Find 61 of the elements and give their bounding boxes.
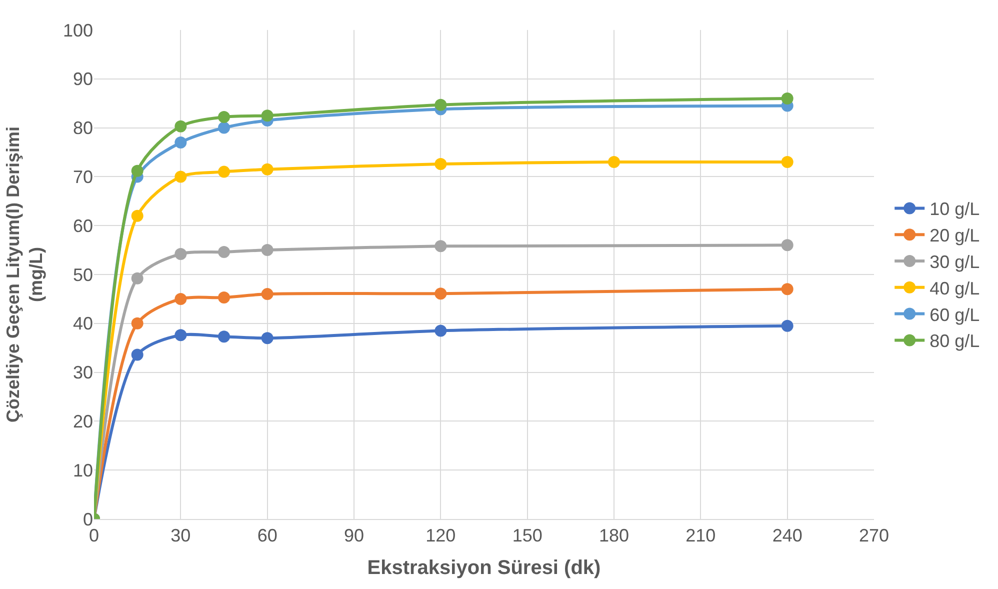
point bbox=[781, 320, 794, 332]
legend-label: 60 g/L bbox=[930, 304, 980, 325]
point bbox=[261, 244, 274, 256]
point bbox=[131, 348, 144, 361]
y-axis-title: Çözeltiye Geçen Lityum(I) Derişimi (mg/L) bbox=[2, 126, 46, 423]
x-tick-label: 240 bbox=[772, 526, 802, 546]
point bbox=[174, 170, 187, 183]
point bbox=[174, 248, 187, 260]
point bbox=[608, 156, 620, 168]
y-tick-label: 70 bbox=[72, 167, 93, 187]
x-axis-title: Ekstraksiyon Süresi (dk) bbox=[367, 557, 601, 580]
point bbox=[261, 332, 274, 344]
point bbox=[434, 98, 447, 111]
y-tick-label: 0 bbox=[82, 509, 93, 530]
x-tick-label: 180 bbox=[598, 526, 630, 546]
point bbox=[434, 240, 447, 252]
legend-label: 20 g/L bbox=[930, 226, 980, 246]
y-tick-label: 20 bbox=[72, 412, 93, 432]
point bbox=[131, 317, 144, 330]
point bbox=[131, 164, 144, 177]
x-tick-label: 30 bbox=[170, 526, 191, 546]
point bbox=[218, 330, 230, 343]
y-tick-label: 10 bbox=[72, 460, 93, 480]
point bbox=[781, 239, 794, 252]
point bbox=[781, 156, 794, 168]
legend-label: 80 g/L bbox=[930, 331, 980, 352]
point bbox=[781, 92, 794, 104]
point bbox=[174, 329, 187, 342]
y-tick-label: 30 bbox=[72, 362, 93, 383]
y-tick-label: 90 bbox=[72, 69, 93, 90]
x-tick-label: 270 bbox=[858, 526, 890, 546]
point bbox=[131, 210, 144, 222]
y-tick-label: 80 bbox=[72, 118, 93, 138]
point bbox=[174, 292, 187, 305]
point bbox=[434, 324, 447, 337]
legend-label: 40 g/L bbox=[930, 278, 980, 298]
point bbox=[218, 122, 230, 134]
x-tick-label: 60 bbox=[257, 526, 278, 546]
point bbox=[261, 110, 274, 122]
point bbox=[218, 166, 230, 178]
point bbox=[434, 158, 447, 170]
y-tick-label: 100 bbox=[62, 20, 93, 40]
point bbox=[781, 283, 794, 296]
x-tick-label: 150 bbox=[512, 526, 542, 546]
point bbox=[218, 291, 230, 304]
x-tick-label: 120 bbox=[426, 526, 456, 546]
point bbox=[434, 288, 447, 300]
point bbox=[218, 246, 230, 258]
x-tick-label: 210 bbox=[686, 526, 716, 546]
y-tick-label: 50 bbox=[72, 264, 93, 285]
legend-label: 30 g/L bbox=[930, 252, 980, 272]
point bbox=[218, 111, 230, 124]
legend-label: 10 g/L bbox=[930, 199, 980, 220]
y-tick-label: 40 bbox=[72, 314, 93, 334]
point bbox=[174, 136, 187, 148]
y-tick-label: 60 bbox=[72, 216, 93, 236]
point bbox=[261, 288, 274, 300]
point bbox=[261, 163, 274, 176]
point bbox=[174, 120, 187, 132]
point bbox=[131, 272, 144, 284]
x-tick-label: 90 bbox=[344, 526, 364, 546]
